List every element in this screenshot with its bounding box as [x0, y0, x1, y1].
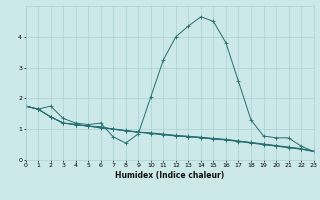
- X-axis label: Humidex (Indice chaleur): Humidex (Indice chaleur): [115, 171, 224, 180]
